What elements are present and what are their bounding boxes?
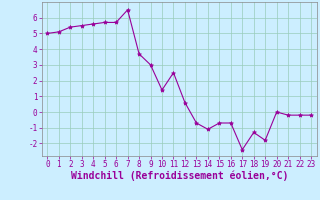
X-axis label: Windchill (Refroidissement éolien,°C): Windchill (Refroidissement éolien,°C) (70, 171, 288, 181)
